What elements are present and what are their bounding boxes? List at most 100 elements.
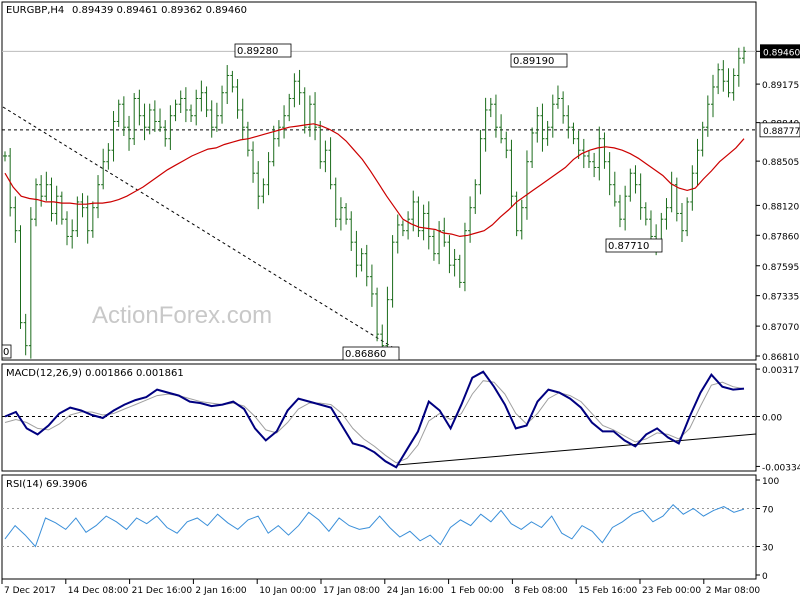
price-axis-label: 0.89175: [762, 81, 799, 91]
price-bar: [716, 63, 721, 95]
annotation-label: 0.86860: [345, 349, 386, 360]
price-bar: [710, 74, 715, 118]
price-bar: [571, 122, 576, 145]
moving-average-line: [4, 123, 745, 238]
price-bar: [49, 177, 54, 222]
price-bar: [736, 47, 741, 87]
time-axis: 7 Dec 2017 14 Dec 08:00 21 Dec 16:00 2 Jan …: [1, 579, 761, 596]
rsi-panel-frame: [1, 474, 757, 580]
price-bar: [13, 196, 18, 243]
price-bar: [550, 94, 555, 138]
price-bar: [132, 93, 137, 145]
price-axis-label: 0.87335: [762, 293, 799, 303]
price-bar: [90, 201, 95, 238]
price-bar: [287, 93, 292, 122]
price-bar: [111, 111, 116, 162]
time-axis-label: 2 Mar 08:00: [706, 586, 761, 596]
annotation-label: 0.89190: [513, 56, 554, 67]
annotation-high-1: 0.89280: [234, 43, 292, 58]
price-bar: [147, 103, 152, 135]
price-bar: [447, 235, 452, 274]
price-bar: [690, 165, 695, 211]
price-bar: [664, 198, 669, 230]
price-bar: [318, 120, 323, 169]
chart-symbol: EURGBP,H4: [6, 5, 64, 16]
current-price-box: [760, 44, 800, 59]
dashed-trendline: [2, 106, 398, 351]
price-bar: [23, 313, 28, 356]
price-bar: [473, 179, 478, 214]
price-bar: [158, 108, 163, 132]
annotation-label: 0: [3, 347, 9, 358]
time-axis-label: 15 Feb 16:00: [578, 586, 637, 596]
left-edge-label: 0: [1, 344, 12, 359]
reference-level-box: [759, 122, 800, 138]
price-bar: [106, 143, 111, 170]
price-axis-label: 0.88120: [762, 202, 799, 212]
price-bar: [457, 254, 462, 288]
price-bar: [121, 96, 126, 136]
price-bar: [669, 171, 674, 213]
price-bar: [400, 220, 405, 237]
price-bar: [137, 89, 142, 126]
price-bar: [240, 98, 245, 140]
price-bar: [530, 127, 535, 168]
rsi-axis: 100 70 30 0: [756, 477, 779, 582]
rsi-line: [4, 503, 745, 548]
price-bar: [742, 46, 746, 64]
macd-axis-label: 0.00: [762, 414, 782, 424]
price-bar: [34, 178, 39, 227]
price-bar: [354, 230, 359, 278]
annotation-low-2: 0.87710: [605, 238, 663, 253]
price-bar: [369, 264, 374, 307]
time-axis-label: 8 Feb 08:00: [514, 586, 568, 596]
price-bar: [75, 196, 80, 237]
price-axis-label: 0.87860: [762, 232, 799, 242]
price-bar: [251, 141, 256, 183]
price-bar: [28, 207, 33, 359]
price-bar: [44, 171, 49, 201]
price-bar: [468, 196, 473, 243]
price-bar: [488, 97, 493, 118]
price-bar: [297, 69, 302, 105]
price-bar: [638, 173, 643, 220]
price-bar: [731, 68, 736, 101]
price-axis-label: 0.87595: [762, 263, 799, 273]
price-bar: [431, 230, 436, 261]
macd-signal-line: [4, 380, 745, 464]
price-bar: [442, 217, 447, 247]
price-bar: [364, 244, 369, 287]
time-axis-label: 14 Dec 08:00: [68, 586, 129, 596]
price-axis-label: 0.86810: [762, 353, 799, 363]
price-bar: [514, 191, 519, 237]
price-bar: [96, 175, 101, 219]
price-bar: [499, 114, 504, 144]
price-bar: [142, 103, 147, 141]
price-bar: [462, 222, 467, 292]
rsi-axis-label: 0: [762, 572, 768, 582]
price-bar: [586, 150, 591, 168]
price-bar: [555, 85, 560, 109]
macd-panel-frame: [1, 363, 757, 472]
price-bar: [612, 171, 617, 207]
price-bar: [726, 68, 731, 98]
price-bar: [189, 104, 194, 122]
price-bar: [209, 100, 214, 138]
time-axis-label: 17 Jan 08:00: [323, 586, 380, 596]
price-bar: [199, 80, 204, 112]
price-bar: [674, 177, 679, 222]
price-bar: [101, 148, 106, 190]
price-bar: [561, 91, 566, 124]
price-bar: [349, 211, 354, 251]
price-bar: [478, 129, 483, 195]
price-bar: [338, 197, 343, 231]
price-bar: [628, 168, 633, 202]
price-bar: [313, 92, 318, 141]
price-bar: [292, 73, 297, 108]
macd-title: MACD(12,26,9) 0.001866 0.001861: [6, 368, 184, 379]
time-axis-label: 2 Jan 16:00: [195, 586, 247, 596]
current-price-label: 0.89460: [763, 48, 800, 58]
price-bar: [230, 70, 235, 93]
